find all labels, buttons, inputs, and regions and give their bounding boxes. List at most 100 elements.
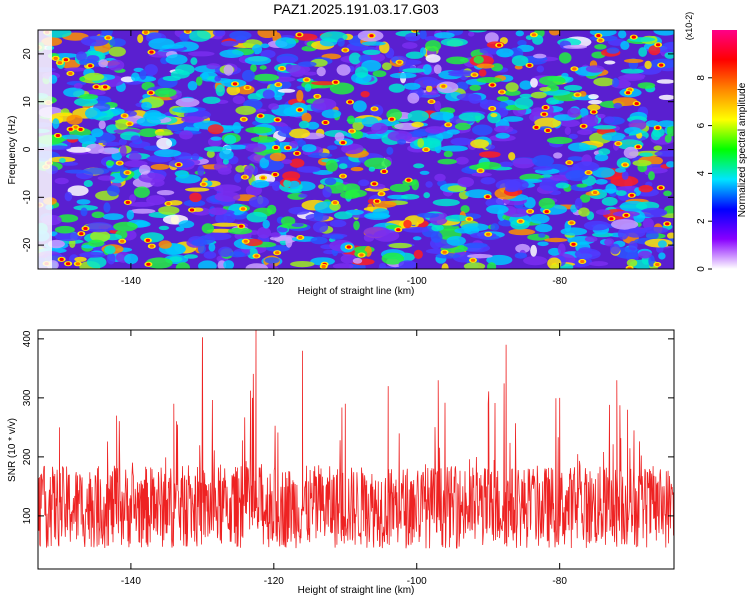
heatmap-cell [353,100,367,113]
heatmap-cell [212,30,225,37]
heatmap-cell [577,129,593,135]
heatmap-peak-core [258,114,263,118]
heatmap-cell [207,124,224,135]
heatmap-cell [535,223,553,233]
heatmap-cell [104,245,116,255]
heatmap-cell [508,228,536,236]
heatmap-peak-core [598,38,603,42]
heatmap-cell [106,252,116,265]
heatmap-cell [79,93,99,100]
heatmap-peak-core [260,176,266,180]
heatmap-cell [310,236,328,245]
heatmap-cell [425,181,433,188]
heatmap-cell [638,185,653,193]
heatmap-cell [419,30,427,40]
snr-y-tick-label: 400 [22,330,33,347]
heatmap-peak-core [534,125,539,129]
heatmap-cell [490,223,500,231]
heatmap-cell [337,37,345,47]
heatmap-cell [98,120,106,130]
heatmap-peak-core [315,94,320,98]
heatmap-cell [283,179,291,188]
heatmap-cell [372,70,387,78]
colorbar-tick-label: 8 [696,75,707,81]
heatmap-cell [468,94,482,104]
heatmap-cell [101,30,113,37]
heatmap-cell [625,228,646,238]
heatmap-cell [398,260,417,269]
heatmap-cell [579,194,591,203]
heatmap-cell [632,159,652,167]
heatmap-cell [610,243,621,255]
heatmap-cell [52,118,60,129]
heatmap-cell [73,205,98,211]
heatmap-cell [355,66,369,78]
heatmap-cell [620,68,644,74]
heatmap-cell [108,46,126,57]
heatmap-peak-core [146,262,151,266]
heatmap-peak-core [285,146,291,150]
heatmap-cell [79,251,107,258]
heatmap-cell [304,83,312,92]
heatmap-cell [191,239,208,247]
heatmap-peak-core [75,262,81,266]
heatmap-cell [76,51,87,61]
heatmap-peak-core [490,83,495,87]
heatmap-cell [257,226,271,239]
colorbar-label: Normalized spectral amplitude [737,82,748,217]
heatmap-cell [565,170,589,182]
heatmap-cell [447,70,475,75]
heatmap-cell [244,56,272,65]
heatmap-peak-core [622,163,628,167]
heatmap-peak-core [592,190,598,195]
heatmap-cell [494,125,514,133]
heatmap-cell [54,232,83,242]
heatmap-peak-core [658,186,663,190]
colorbar-tick-label: 2 [696,218,707,224]
heatmap-cell [187,80,198,91]
heatmap-cell [146,195,166,206]
heatmap-cell [658,94,674,100]
heatmap-cell [105,160,115,166]
heatmap-peak-core [406,178,411,182]
heatmap-cell [244,165,255,175]
heatmap-cell [637,82,656,89]
heatmap-cell [156,137,173,150]
heatmap-cell [133,186,150,198]
heatmap-cell [321,109,342,119]
heatmap-cell [373,229,400,242]
heatmap-cell [639,152,653,157]
heatmap-peak-core [627,266,632,269]
heatmap-cell [107,59,125,71]
heatmap-peak-core [275,118,280,122]
heatmap-cell [512,157,535,169]
heatmap-cell [523,256,548,266]
heatmap-cell [289,158,305,168]
heatmap-cell [657,120,674,128]
heatmap-cell [476,77,502,83]
heatmap-cell [126,209,134,220]
heatmap-peak-core [239,224,244,228]
heatmap-cell [83,180,93,187]
heatmap-cell [188,51,215,57]
heatmap-cell [604,60,616,65]
heatmap-peak-core [242,175,248,179]
heatmap-peak-core [149,244,154,248]
heatmap-cell [663,190,672,197]
heatmap-cell [312,221,329,233]
heatmap-cell [210,136,222,141]
heatmap-peak-core [176,163,181,167]
heatmap-cell [198,260,217,269]
heatmap-cell [544,237,568,243]
heatmap-cell [202,96,221,105]
heatmap-cell [361,41,386,46]
snr-background [38,330,674,569]
heatmap-cell [242,69,255,82]
heatmap-cell [223,64,234,76]
heatmap-cell [251,179,270,188]
heatmap-cell [424,36,438,42]
heatmap-cell [446,56,469,65]
heatmap-cell [434,32,455,39]
heatmap-cell [386,146,394,155]
